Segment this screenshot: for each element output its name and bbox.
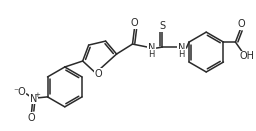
Text: N: N <box>30 94 37 104</box>
Text: ⁻O: ⁻O <box>13 87 26 97</box>
Text: S: S <box>159 21 165 31</box>
Text: H: H <box>178 50 185 59</box>
Text: O: O <box>28 113 35 123</box>
Text: N: N <box>148 43 155 53</box>
Text: H: H <box>148 50 155 59</box>
Text: +: + <box>35 92 40 98</box>
Text: O: O <box>131 18 138 28</box>
Text: O: O <box>238 19 245 29</box>
Text: N: N <box>178 43 185 53</box>
Text: O: O <box>95 69 102 79</box>
Text: OH: OH <box>240 51 255 61</box>
